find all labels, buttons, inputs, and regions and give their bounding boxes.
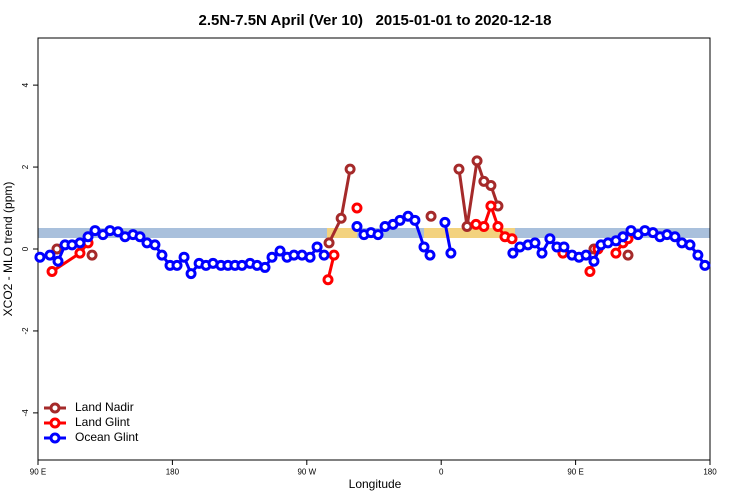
point bbox=[344, 163, 356, 175]
point bbox=[311, 241, 323, 253]
point bbox=[485, 179, 497, 191]
point bbox=[617, 231, 629, 243]
point bbox=[669, 231, 681, 243]
point bbox=[328, 249, 340, 261]
point bbox=[178, 251, 190, 263]
legend-label: Ocean Glint bbox=[75, 430, 139, 444]
point bbox=[507, 247, 519, 259]
x-tick-label: 180 bbox=[166, 468, 180, 477]
point bbox=[351, 202, 363, 214]
y-tick-label: 2 bbox=[21, 164, 30, 169]
point bbox=[394, 214, 406, 226]
point bbox=[471, 155, 483, 167]
point bbox=[529, 237, 541, 249]
point bbox=[409, 214, 421, 226]
point bbox=[492, 220, 504, 232]
point bbox=[44, 249, 56, 261]
point bbox=[478, 220, 490, 232]
land-band bbox=[424, 228, 515, 238]
point bbox=[584, 266, 596, 278]
x-tick-label: 180 bbox=[703, 468, 717, 477]
point bbox=[86, 249, 98, 261]
point bbox=[89, 225, 101, 237]
x-tick-label: 90 W bbox=[297, 468, 316, 477]
legend-marker bbox=[49, 417, 61, 429]
point bbox=[425, 210, 437, 222]
point bbox=[461, 220, 473, 232]
point bbox=[622, 249, 634, 261]
point bbox=[536, 247, 548, 259]
point bbox=[439, 216, 451, 228]
point bbox=[445, 247, 457, 259]
point bbox=[134, 231, 146, 243]
point bbox=[588, 255, 600, 267]
plot-frame bbox=[37, 37, 711, 461]
point bbox=[318, 249, 330, 261]
point bbox=[335, 212, 347, 224]
point bbox=[610, 247, 622, 259]
point bbox=[266, 251, 278, 263]
point bbox=[453, 163, 465, 175]
point bbox=[424, 249, 436, 261]
point bbox=[544, 233, 556, 245]
land-band bbox=[327, 228, 357, 238]
point bbox=[506, 233, 518, 245]
legend-label: Land Glint bbox=[75, 415, 130, 429]
point bbox=[323, 237, 335, 249]
chart-title: 2.5N-7.5N April (Ver 10) 2015-01-01 to 2… bbox=[199, 12, 552, 29]
point bbox=[259, 261, 271, 273]
point bbox=[485, 200, 497, 212]
x-tick-label: 90 E bbox=[30, 468, 46, 477]
point bbox=[149, 239, 161, 251]
point bbox=[418, 241, 430, 253]
point bbox=[684, 239, 696, 251]
point bbox=[372, 229, 384, 241]
point bbox=[46, 266, 58, 278]
series-line bbox=[329, 161, 628, 255]
y-tick-label: -4 bbox=[21, 409, 30, 417]
point bbox=[82, 231, 94, 243]
legend-marker bbox=[49, 402, 61, 414]
point bbox=[692, 249, 704, 261]
point bbox=[304, 251, 316, 263]
x-axis-label: Longitude bbox=[349, 477, 402, 491]
point bbox=[156, 249, 168, 261]
x-tick-label: 90 E bbox=[567, 468, 583, 477]
point bbox=[558, 241, 570, 253]
point bbox=[34, 251, 46, 263]
point bbox=[74, 247, 86, 259]
point bbox=[322, 274, 334, 286]
legend-marker bbox=[49, 432, 61, 444]
x-tick-label: 0 bbox=[439, 468, 444, 477]
y-axis-label: XCO2 - MLO trend (ppm) bbox=[1, 182, 15, 317]
point bbox=[580, 249, 592, 261]
point bbox=[351, 220, 363, 232]
point bbox=[112, 226, 124, 238]
point bbox=[185, 268, 197, 280]
point bbox=[274, 245, 286, 257]
point bbox=[51, 243, 63, 255]
legend-label: Land Nadir bbox=[75, 400, 134, 414]
point bbox=[74, 237, 86, 249]
point bbox=[699, 259, 711, 271]
y-tick-label: 4 bbox=[21, 82, 30, 87]
point bbox=[52, 255, 64, 267]
point bbox=[171, 259, 183, 271]
y-tick-label: 0 bbox=[21, 246, 30, 251]
y-tick-label: -2 bbox=[21, 327, 30, 335]
